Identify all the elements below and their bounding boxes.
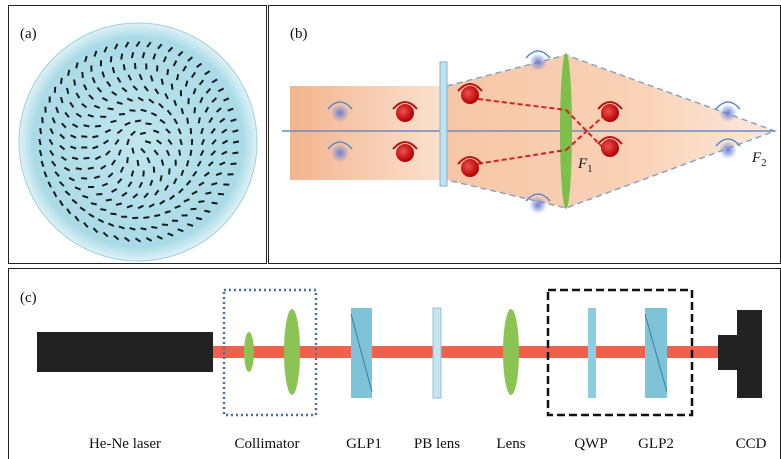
photon — [461, 159, 479, 177]
ccd-lens — [718, 335, 738, 370]
dash — [180, 90, 182, 96]
component-label: Lens — [496, 436, 525, 452]
photon-blue — [331, 104, 349, 122]
ccd — [737, 310, 762, 398]
component-label: He-Ne laser — [89, 436, 161, 452]
dash — [182, 214, 188, 216]
pb-lens — [440, 62, 447, 186]
dash — [100, 116, 106, 118]
dash — [190, 128, 192, 134]
dash — [187, 98, 189, 104]
focus-subscript: 1 — [587, 163, 593, 175]
dash — [44, 107, 46, 113]
dash — [223, 183, 229, 185]
photon-blue — [331, 144, 349, 162]
dash — [227, 173, 233, 175]
laser — [37, 332, 213, 372]
metasurface-disc — [19, 23, 257, 261]
lens — [284, 309, 300, 395]
focus-label: F2 — [751, 150, 767, 169]
panel-label: (a) — [20, 26, 37, 42]
lens — [560, 53, 572, 209]
focus-subscript: 2 — [761, 157, 767, 169]
photon — [396, 144, 414, 162]
dash — [156, 65, 158, 71]
dash — [90, 66, 92, 72]
component-label: GLP2 — [638, 436, 674, 452]
dash — [172, 220, 178, 222]
page: (a) (b) F1 F2 (c) He-Ne laserCollimatorG… — [0, 0, 781, 459]
lens — [244, 332, 254, 372]
component-label: Collimator — [235, 436, 300, 452]
photon-blue — [719, 141, 737, 159]
component-label: CCD — [736, 436, 767, 452]
dash — [191, 139, 193, 145]
component-label: GLP1 — [346, 436, 382, 452]
figure: (a) (b) F1 F2 (c) He-Ne laserCollimatorG… — [0, 0, 781, 459]
panel-label: (c) — [20, 290, 37, 306]
photon — [601, 139, 619, 157]
dash — [88, 186, 94, 188]
dash — [81, 146, 87, 148]
photon — [396, 104, 414, 122]
dash — [145, 63, 147, 69]
panel-label: (b) — [290, 26, 308, 42]
pb-lens — [433, 308, 441, 398]
photon — [461, 86, 479, 104]
dash — [121, 216, 127, 218]
input-beam — [290, 86, 442, 180]
quarter-wave-plate — [588, 308, 596, 398]
component-label: PB lens — [414, 436, 460, 452]
photon-blue — [529, 196, 547, 214]
dash — [132, 217, 138, 219]
lens — [503, 309, 519, 395]
component-label: QWP — [574, 436, 607, 452]
dash — [100, 60, 102, 66]
photon — [601, 104, 619, 122]
photon-blue — [529, 53, 547, 71]
dash — [49, 96, 51, 102]
dash — [175, 160, 177, 166]
photon-blue — [719, 104, 737, 122]
component-labels: He-Ne laser Collimator GLP1 PB lens Lens QWP G… — [89, 436, 767, 452]
